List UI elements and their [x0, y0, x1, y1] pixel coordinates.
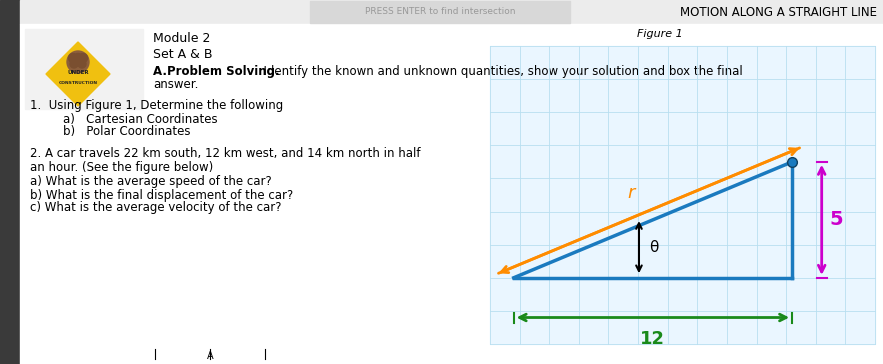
- Bar: [490, 46, 875, 344]
- Circle shape: [73, 54, 82, 63]
- Text: 5: 5: [830, 210, 843, 229]
- Text: 12: 12: [640, 329, 666, 348]
- Text: θ: θ: [649, 240, 659, 255]
- Text: b) What is the final displacement of the car?: b) What is the final displacement of the…: [30, 189, 293, 202]
- Circle shape: [69, 54, 78, 63]
- Text: A: A: [207, 351, 214, 361]
- Text: PRESS ENTER to find intersection: PRESS ENTER to find intersection: [365, 8, 516, 16]
- Text: a) What is the average speed of the car?: a) What is the average speed of the car?: [30, 175, 272, 189]
- Circle shape: [70, 60, 78, 68]
- Text: c) What is the average velocity of the car?: c) What is the average velocity of the c…: [30, 202, 282, 214]
- Text: 2. A car travels 22 km south, 12 km west, and 14 km north in half: 2. A car travels 22 km south, 12 km west…: [30, 147, 420, 161]
- Circle shape: [67, 51, 89, 73]
- Text: MOTION ALONG A STRAIGHT LINE: MOTION ALONG A STRAIGHT LINE: [680, 5, 877, 19]
- Text: r: r: [627, 184, 635, 202]
- Circle shape: [78, 60, 86, 68]
- Text: UNDER: UNDER: [67, 71, 89, 75]
- Text: Module 2: Module 2: [153, 32, 210, 46]
- Text: A.Problem Solving.: A.Problem Solving.: [153, 64, 280, 78]
- Text: an hour. (See the figure below): an hour. (See the figure below): [30, 161, 214, 174]
- Text: Set A & B: Set A & B: [153, 47, 213, 60]
- Text: answer.: answer.: [153, 79, 199, 91]
- Bar: [25, 29, 143, 109]
- Text: b)   Polar Coordinates: b) Polar Coordinates: [48, 126, 191, 138]
- Circle shape: [79, 54, 87, 63]
- Text: a)   Cartesian Coordinates: a) Cartesian Coordinates: [48, 112, 217, 126]
- Text: Figure 1: Figure 1: [638, 29, 683, 39]
- Bar: [0, 0, 20, 364]
- Bar: [310, 1, 570, 23]
- Polygon shape: [46, 42, 110, 106]
- Text: CONSTRUCTION: CONSTRUCTION: [58, 81, 97, 85]
- Bar: [20, 0, 883, 24]
- Text: Identify the known and unknown quantities, show your solution and box the final: Identify the known and unknown quantitie…: [256, 64, 743, 78]
- Text: 1.  Using Figure 1, Determine the following: 1. Using Figure 1, Determine the followi…: [30, 99, 283, 111]
